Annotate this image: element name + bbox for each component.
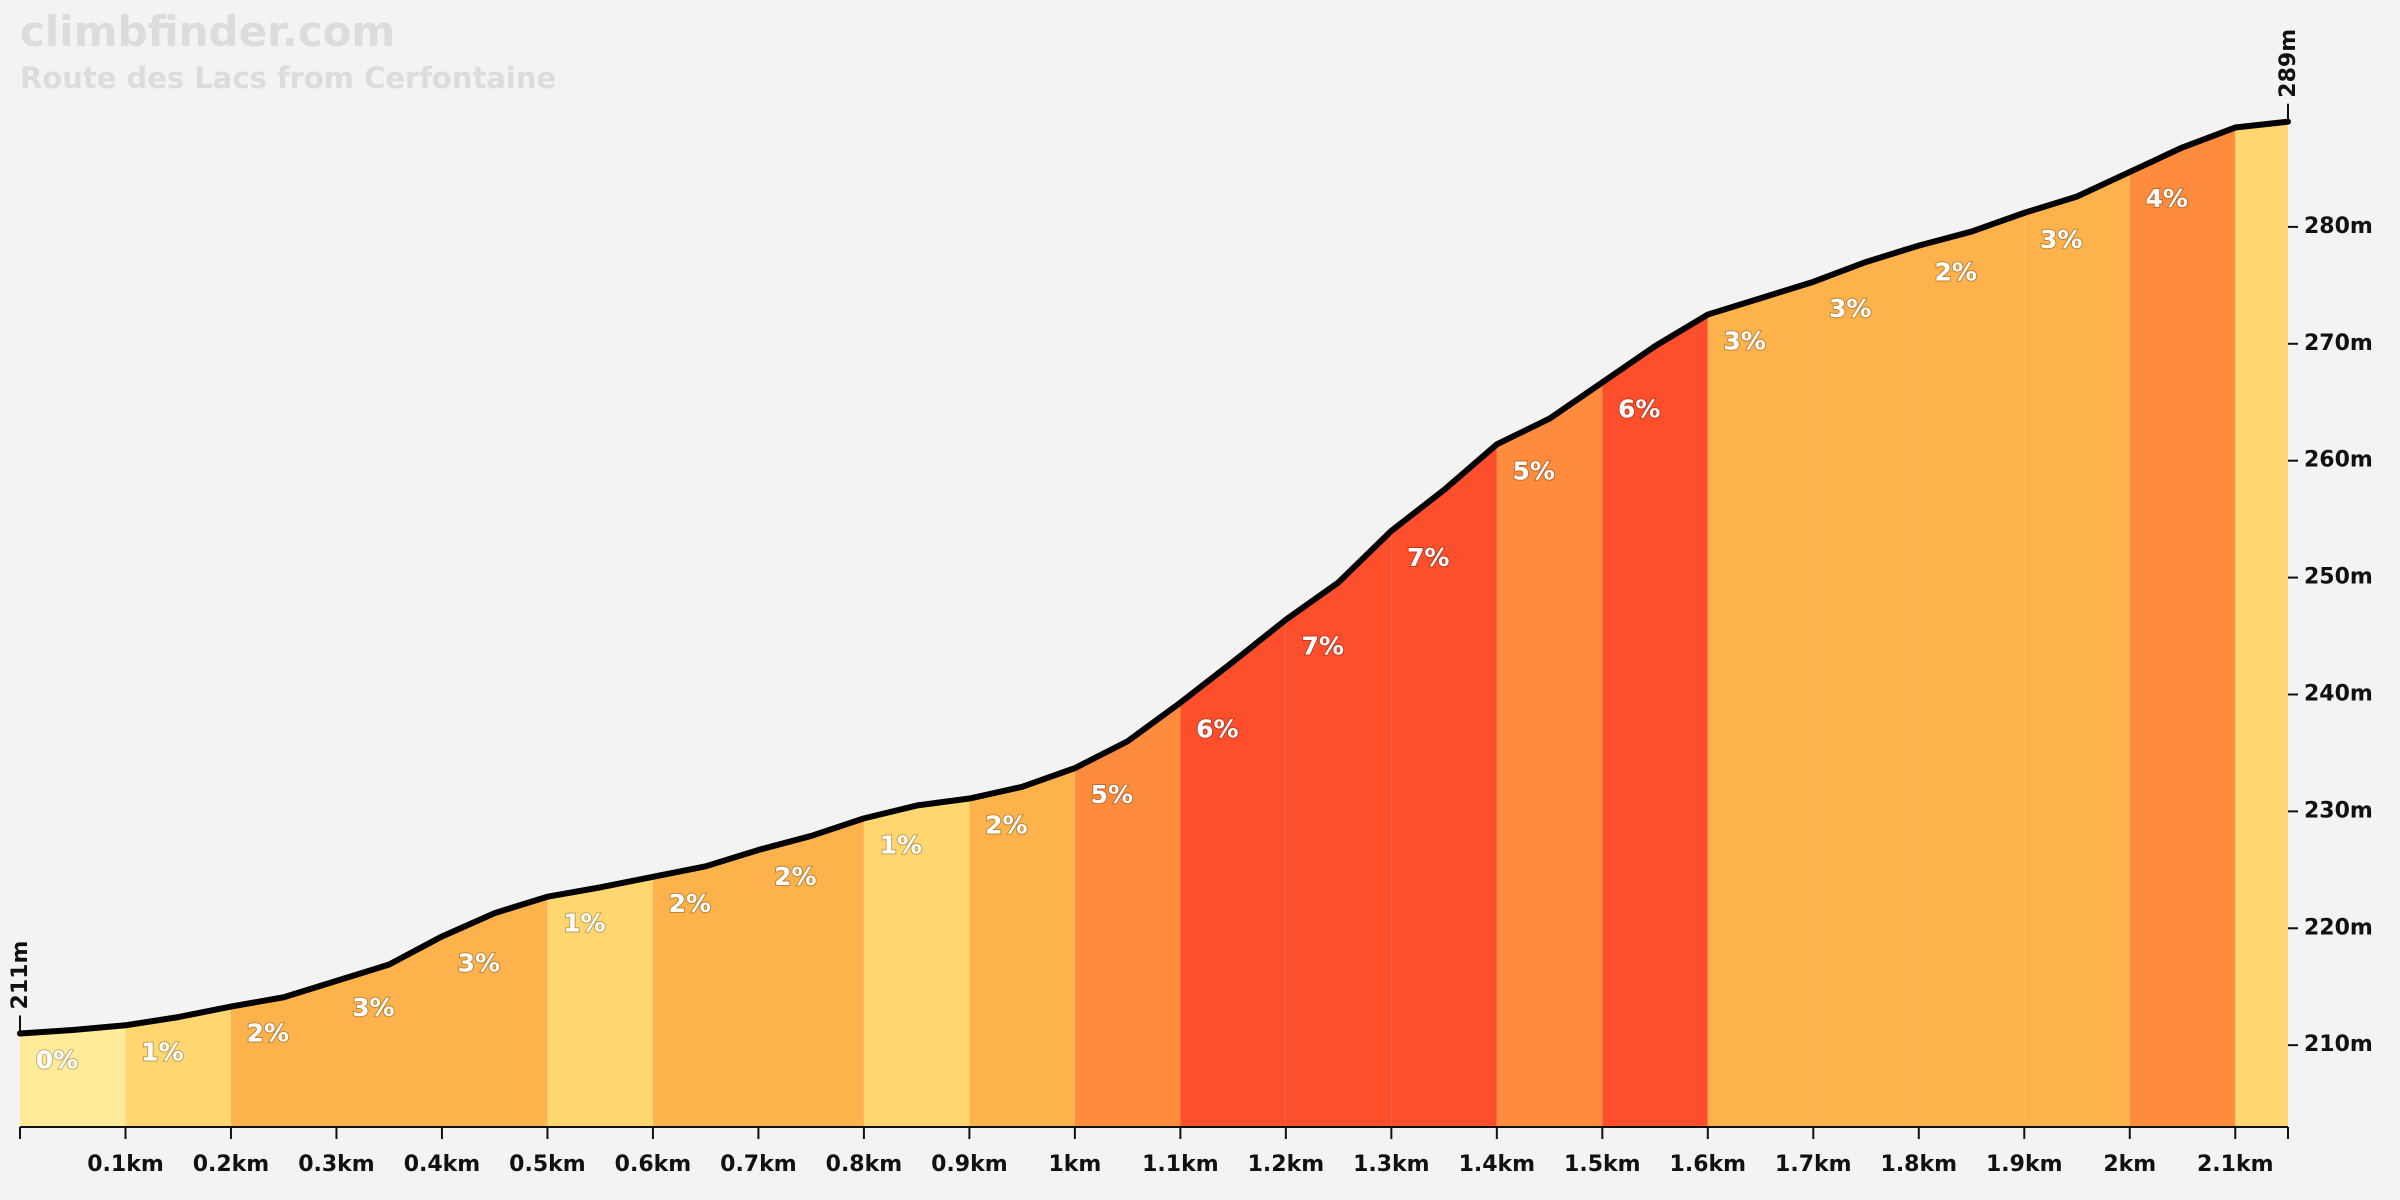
x-tick-label: 1.9km bbox=[1986, 1152, 2063, 1177]
x-tick-label: 0.8km bbox=[826, 1152, 903, 1177]
grade-segment bbox=[1074, 702, 1181, 1127]
grade-segment bbox=[1285, 530, 1392, 1127]
grade-segment bbox=[441, 896, 548, 1127]
x-tick-label: 0.1km bbox=[87, 1152, 164, 1177]
grade-segment bbox=[2235, 121, 2288, 1128]
x-tick-label: 0.5km bbox=[509, 1152, 586, 1177]
y-tick-label: 240m bbox=[2304, 681, 2373, 706]
x-tick-label: 1.5km bbox=[1564, 1152, 1641, 1177]
grade-label: 7% bbox=[1407, 543, 1449, 572]
x-tick-label: 1.8km bbox=[1881, 1152, 1958, 1177]
grade-segment bbox=[863, 798, 970, 1127]
grade-label: 1% bbox=[141, 1037, 183, 1066]
end-label: 289m bbox=[2276, 29, 2301, 98]
grade-segment bbox=[1602, 314, 1708, 1127]
grade-label: 1% bbox=[563, 909, 605, 938]
x-tick-label: 2km bbox=[2103, 1152, 2156, 1177]
grade-segment bbox=[1496, 382, 1603, 1127]
x-tick-label: 1.1km bbox=[1142, 1152, 1219, 1177]
grade-label: 2% bbox=[1934, 258, 1976, 287]
y-tick-label: 280m bbox=[2304, 214, 2373, 239]
grade-label: 2% bbox=[985, 811, 1027, 840]
y-tick-label: 210m bbox=[2304, 1032, 2373, 1057]
grade-label: 2% bbox=[774, 862, 816, 891]
grade-label: 1% bbox=[880, 830, 922, 859]
grade-segment bbox=[125, 1006, 231, 1127]
profile-line bbox=[17, 118, 2291, 1037]
x-tick-label: 0.7km bbox=[720, 1152, 797, 1177]
grade-label: 3% bbox=[458, 948, 500, 977]
grade-label: 3% bbox=[2040, 225, 2082, 254]
grade-label: 6% bbox=[1196, 715, 1238, 744]
x-tick-label: 1.7km bbox=[1775, 1152, 1852, 1177]
grade-label: 7% bbox=[1302, 632, 1344, 661]
x-tick-label: 1.4km bbox=[1459, 1152, 1536, 1177]
grade-label: 4% bbox=[2145, 184, 2187, 213]
y-tick-label: 220m bbox=[2304, 915, 2373, 940]
grade-label: 6% bbox=[1618, 394, 1660, 423]
grade-label: 5% bbox=[1513, 456, 1555, 485]
grade-segment bbox=[2024, 171, 2130, 1127]
chart-title: climbfinder.com bbox=[20, 7, 395, 56]
grade-label: 3% bbox=[352, 993, 394, 1022]
x-tick-label: 1.3km bbox=[1353, 1152, 1430, 1177]
grade-label: 0% bbox=[36, 1045, 78, 1074]
x-tick-label: 0.6km bbox=[615, 1152, 692, 1177]
y-tick-label: 250m bbox=[2304, 565, 2373, 590]
grade-segment bbox=[1707, 281, 1814, 1128]
grade-segment bbox=[1391, 444, 1497, 1128]
x-tick-label: 0.4km bbox=[404, 1152, 481, 1177]
grade-segment bbox=[758, 818, 864, 1127]
x-tick-label: 2.1km bbox=[2197, 1152, 2274, 1177]
y-tick-label: 230m bbox=[2304, 798, 2373, 823]
grade-segment bbox=[20, 1025, 126, 1127]
x-tick-label: 0.3km bbox=[298, 1152, 375, 1177]
grade-label: 5% bbox=[1091, 780, 1133, 809]
grade-segment bbox=[969, 768, 1075, 1127]
grade-label: 2% bbox=[669, 889, 711, 918]
start-label: 211m bbox=[8, 941, 33, 1010]
grade-label: 3% bbox=[1829, 294, 1871, 323]
x-tick-label: 1.6km bbox=[1670, 1152, 1747, 1177]
grade-segment bbox=[1180, 619, 1286, 1127]
grade-segment bbox=[652, 849, 759, 1127]
grade-segment bbox=[230, 980, 337, 1127]
grade-segment bbox=[1918, 212, 2025, 1128]
grade-segment bbox=[336, 936, 442, 1127]
chart-subtitle: Route des Lacs from Cerfontaine bbox=[20, 61, 556, 95]
grade-segment bbox=[547, 876, 653, 1127]
grade-label: 2% bbox=[247, 1019, 289, 1048]
x-tick-label: 1km bbox=[1048, 1152, 1101, 1177]
y-tick-label: 270m bbox=[2304, 331, 2373, 356]
y-tick-label: 260m bbox=[2304, 448, 2373, 473]
x-tick-label: 0.2km bbox=[193, 1152, 270, 1177]
grade-label: 3% bbox=[1724, 327, 1766, 356]
x-tick-label: 1.2km bbox=[1248, 1152, 1325, 1177]
grade-segment bbox=[2129, 127, 2236, 1127]
x-tick-label: 0.9km bbox=[931, 1152, 1008, 1177]
grade-segment bbox=[1813, 245, 1919, 1128]
